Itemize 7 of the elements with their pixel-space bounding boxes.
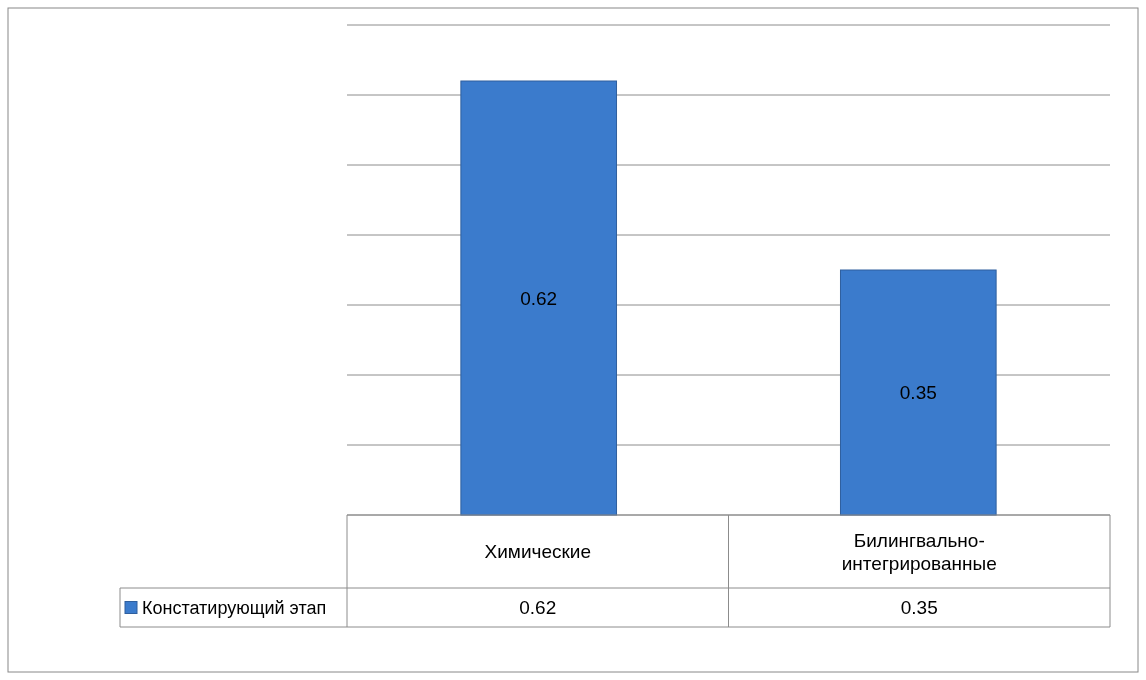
x-tick-label: Билингвально-интегрированные: [841, 529, 997, 574]
data-label: 0.62: [520, 287, 558, 309]
text: 0.62: [519, 597, 557, 619]
data-label: 0.35: [899, 382, 937, 404]
x-tick-label: Химические: [484, 541, 591, 563]
legend-label: Констатирующий этап: [142, 597, 327, 618]
text: 0.35: [900, 597, 938, 619]
